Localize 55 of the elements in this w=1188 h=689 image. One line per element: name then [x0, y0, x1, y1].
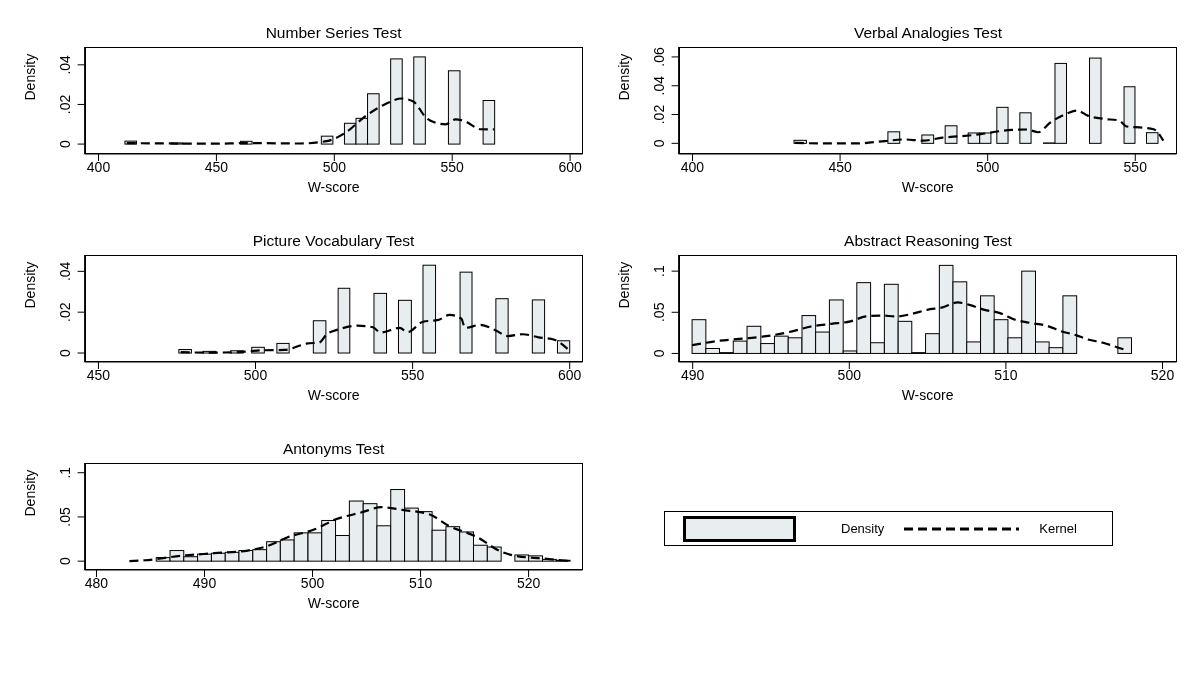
y-tick-label: .05 — [56, 507, 73, 527]
x-tick-label: 400 — [681, 158, 705, 175]
x-tick-label: 400 — [86, 158, 111, 175]
x-tick-label: 500 — [976, 158, 1000, 175]
chart-title: Abstract Reasoning Test — [843, 232, 1013, 250]
chart-title: Antonyms Test — [281, 440, 386, 458]
x-axis-title: W-score — [307, 179, 360, 195]
x-tick-label: 450 — [828, 158, 853, 175]
y-axis-title: Density — [616, 53, 633, 101]
x-axis-title: W-score — [307, 387, 360, 403]
x-tick-label: 550 — [440, 158, 465, 175]
y-tick-label: .02 — [56, 302, 73, 322]
x-axis-title: W-score — [902, 179, 955, 195]
y-tick-label: .06 — [650, 47, 667, 67]
y-axis-title: Density — [21, 469, 38, 517]
x-tick-label: 510 — [994, 366, 1019, 383]
y-axis-title: Density — [21, 261, 38, 309]
chart-title: Picture Vocabulary Test — [251, 232, 416, 250]
x-tick-label: 490 — [681, 366, 705, 383]
x-tick-label: 520 — [1151, 366, 1175, 383]
x-tick-label: 520 — [516, 574, 541, 591]
y-tick-label: 0 — [56, 348, 73, 357]
y-tick-label: .04 — [56, 54, 73, 75]
y-tick-label: .1 — [650, 265, 667, 277]
x-tick-label: 550 — [400, 366, 425, 383]
y-axis-title: Density — [616, 261, 633, 309]
x-tick-label: 600 — [558, 158, 582, 175]
x-tick-label: 500 — [322, 158, 347, 175]
y-tick-label: .04 — [56, 261, 73, 282]
x-tick-label: 500 — [243, 366, 268, 383]
text: Kernel — [1039, 521, 1077, 536]
text: Density — [841, 521, 885, 536]
y-tick-label: .04 — [650, 75, 667, 96]
y-tick-label: 0 — [650, 139, 667, 148]
y-tick-label: .02 — [650, 104, 667, 125]
y-tick-label: 0 — [56, 139, 73, 148]
y-axis-title: Density — [21, 53, 38, 101]
x-axis-title: W-score — [307, 595, 360, 611]
y-tick-label: .05 — [650, 302, 667, 323]
x-tick-label: 510 — [408, 574, 433, 591]
chart-title: Verbal Analogies Test — [853, 24, 1003, 42]
y-tick-label: .02 — [56, 94, 73, 115]
x-tick-label: 450 — [204, 158, 229, 175]
x-tick-label: 450 — [86, 366, 111, 383]
x-tick-label: 490 — [192, 574, 217, 591]
x-tick-label: 480 — [84, 574, 109, 591]
x-tick-label: 500 — [838, 366, 862, 383]
x-tick-label: 600 — [558, 366, 582, 383]
x-axis-title: W-score — [902, 387, 955, 403]
y-tick-label: 0 — [650, 349, 667, 358]
chart-title: Number Series Test — [264, 24, 403, 42]
x-tick-label: 500 — [300, 574, 325, 591]
x-tick-label: 550 — [1123, 158, 1148, 175]
y-tick-label: .1 — [56, 466, 73, 479]
y-tick-label: 0 — [56, 557, 73, 566]
